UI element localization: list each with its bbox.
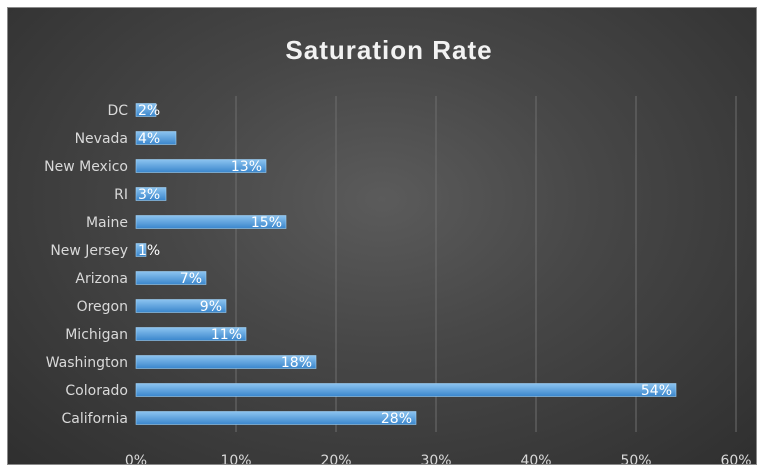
gridlines <box>235 96 737 432</box>
bar-arizona <box>135 271 207 285</box>
category-labels: DC Nevada New Mexico RI Maine New Jersey Arizo… <box>44 103 128 427</box>
x-tick-label-20: 20% <box>320 453 351 464</box>
bar-new-mexico <box>135 159 267 173</box>
data-label-california: 28% <box>381 411 412 427</box>
data-label-colorado: 54% <box>641 383 672 399</box>
data-label-washington: 18% <box>281 355 312 371</box>
chart-title: Saturation Rate <box>285 35 492 65</box>
category-label-colorado: Colorado <box>65 383 128 399</box>
data-label-new-mexico: 13% <box>231 159 262 175</box>
data-labels: 2% 4% 13% 3% 15% 1% 7% 9% 11% 18% 54% 28% <box>138 103 672 427</box>
x-axis-tick-labels: 0% 10% 20% 30% 40% 50% 60% <box>125 453 752 469</box>
bar-new-jersey <box>135 243 147 257</box>
data-label-new-jersey: 1% <box>138 243 160 259</box>
category-label-ri: RI <box>114 187 128 203</box>
data-label-dc: 2% <box>138 103 160 119</box>
category-label-oregon: Oregon <box>77 299 128 315</box>
category-label-arizona: Arizona <box>75 271 128 287</box>
bar-dc <box>135 103 157 117</box>
data-label-ri: 3% <box>138 187 160 203</box>
category-label-new-mexico: New Mexico <box>44 159 128 175</box>
data-label-oregon: 9% <box>200 299 222 315</box>
chart-frame: Saturation Rate DC Nevada New Mexico RI Main… <box>7 7 757 469</box>
bar-ri <box>135 187 167 201</box>
category-label-california: California <box>62 411 128 427</box>
x-tick-label-60: 60% <box>720 453 751 464</box>
data-label-nevada: 4% <box>138 131 160 147</box>
bar-oregon <box>135 299 227 313</box>
bar-michigan <box>135 327 247 341</box>
x-tick-label-40: 40% <box>520 453 551 464</box>
x-tick-label-10: 10% <box>220 453 251 464</box>
x-tick-label-50: 50% <box>620 453 651 464</box>
data-label-michigan: 11% <box>211 327 242 343</box>
category-label-michigan: Michigan <box>65 327 128 343</box>
category-label-dc: DC <box>107 103 128 119</box>
x-tick-label-0: 0% <box>125 453 147 464</box>
category-label-maine: Maine <box>86 215 128 231</box>
bar-nevada <box>135 131 177 145</box>
category-label-new-jersey: New Jersey <box>50 243 128 259</box>
category-label-nevada: Nevada <box>75 131 128 147</box>
x-tick-label-30: 30% <box>420 453 451 464</box>
bar-washington <box>135 355 317 369</box>
bar-chart: Saturation Rate DC Nevada New Mexico RI Main… <box>44 35 752 469</box>
bar-california <box>135 411 417 425</box>
data-label-maine: 15% <box>251 215 282 231</box>
bar-maine <box>135 215 287 229</box>
bar-colorado <box>135 383 677 397</box>
bars <box>135 103 677 425</box>
data-label-arizona: 7% <box>180 271 202 287</box>
category-label-washington: Washington <box>46 355 128 371</box>
